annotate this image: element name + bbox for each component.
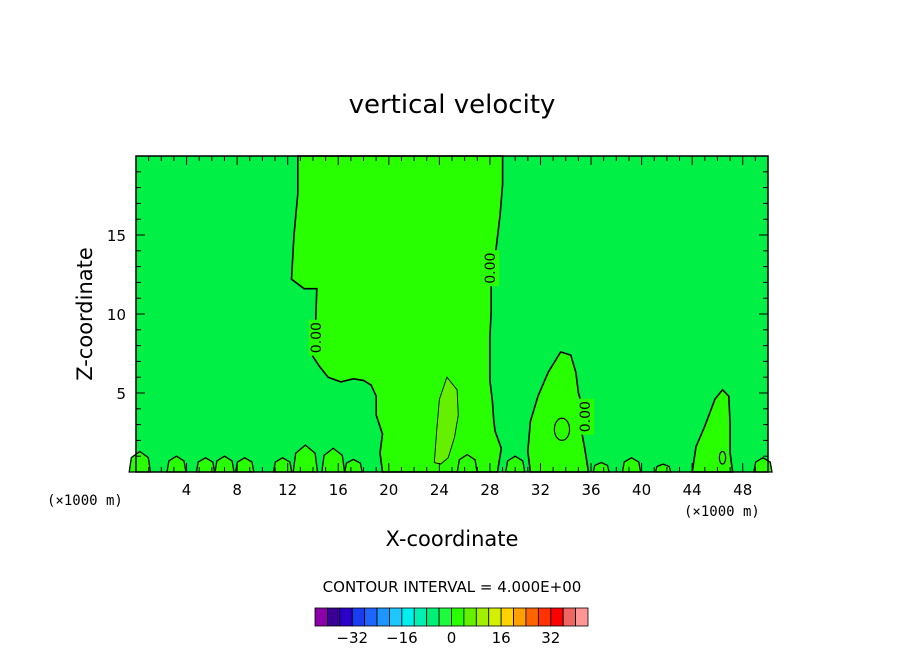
colorbar-swatch — [426, 607, 440, 627]
x-unit-left: (×1000 m) — [47, 493, 123, 509]
contour-label-2: 0.00 — [483, 253, 499, 284]
colorbar-swatch — [550, 607, 564, 627]
colorbar-swatch — [327, 607, 341, 627]
y-tick-label: 15 — [107, 227, 126, 245]
colorbar-swatch — [351, 607, 366, 627]
colorbar-tick-label: −32 — [336, 629, 368, 647]
colorbar-swatch — [488, 607, 502, 627]
colorbar-swatch — [475, 607, 490, 627]
x-tick-label: 48 — [733, 481, 752, 499]
colorbar-swatch — [339, 607, 353, 627]
contour-field: 0.00 0.00 0.00 — [128, 155, 773, 473]
colorbar-swatch — [401, 607, 415, 627]
colorbar-swatch — [513, 607, 527, 627]
x-tick-label: 40 — [632, 481, 651, 499]
x-tick-label: 20 — [379, 481, 398, 499]
x-unit-right: (×1000 m) — [684, 504, 760, 520]
x-tick-label: 16 — [329, 481, 348, 499]
colorbar-swatch — [438, 607, 452, 627]
colorbar-swatch — [389, 607, 403, 627]
colorbar-swatch — [376, 607, 390, 627]
chart-title: vertical velocity — [349, 90, 556, 120]
colorbar-tick-label: −16 — [386, 629, 418, 647]
x-axis-label: X-coordinate — [386, 527, 519, 551]
x-tick-label: 24 — [430, 481, 449, 499]
x-tick-label: 8 — [232, 481, 242, 499]
colorbar-swatch — [500, 607, 514, 627]
contour-label-3: 0.00 — [578, 401, 594, 432]
colorbar-tick-label: 0 — [447, 629, 457, 647]
x-tick-label: 36 — [581, 481, 600, 499]
y-tick-label: 10 — [107, 306, 126, 324]
colorbar: −32 −16 0 16 32 — [314, 607, 589, 647]
colorbar-swatch — [562, 607, 576, 627]
colorbar-swatch — [451, 607, 465, 627]
colorbar-swatch — [575, 607, 589, 627]
contour-label-gap-2 — [483, 250, 500, 287]
colorbar-swatch — [364, 607, 378, 627]
colorbar-tick-label: 16 — [492, 629, 511, 647]
x-tick-label: 28 — [480, 481, 499, 499]
updraft-region-secondary — [526, 350, 590, 473]
closed-contour-2 — [718, 450, 727, 465]
x-tick-label: 12 — [278, 481, 297, 499]
x-tick-label: 4 — [182, 481, 192, 499]
x-tick-label: 32 — [531, 481, 550, 499]
updraft-core — [433, 376, 459, 465]
colorbar-swatch — [413, 607, 428, 627]
colorbar-swatch — [525, 607, 539, 627]
contour-label-gap-3 — [577, 398, 594, 435]
contour-label-gap-1 — [308, 319, 325, 356]
colorbar-tick-label: 32 — [541, 629, 560, 647]
colorbar-swatch — [314, 607, 328, 627]
colorbar-swatch — [537, 607, 552, 627]
contour-interval: CONTOUR INTERVAL = 4.000E+00 — [323, 578, 582, 596]
y-tick-label: 5 — [116, 385, 126, 403]
contour-label-1: 0.00 — [309, 322, 325, 353]
colorbar-swatch — [463, 607, 477, 627]
y-axis-label: Z-coordinate — [73, 247, 97, 381]
closed-contour-1 — [553, 417, 571, 441]
x-tick-label: 44 — [683, 481, 702, 499]
